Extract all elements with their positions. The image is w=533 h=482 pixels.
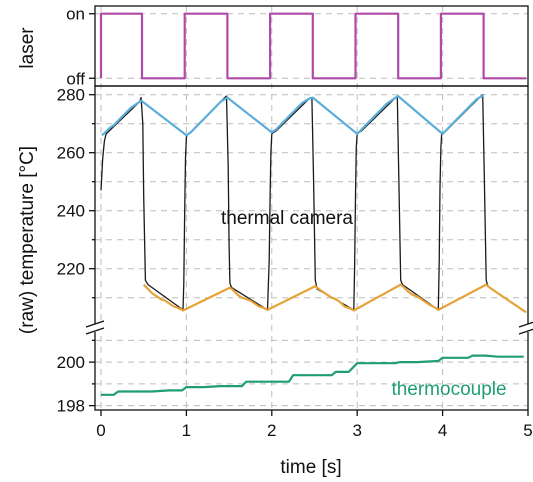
laser-y-tick-label: on: [66, 5, 85, 24]
laser-axis-label: laser: [17, 27, 38, 69]
laser-y-tick-label: off: [66, 69, 85, 88]
temperature-axis-label: (raw) temperature [°C]: [17, 146, 38, 334]
thermal-panel-frame: [94, 85, 529, 411]
thermal-series-line-0: [100, 94, 489, 311]
axis-break-right: [518, 321, 533, 335]
tick-layer: 0 1 2 3 4 5 off on 220 240 260 280 198 200: [57, 5, 533, 440]
thermal-y-tick-label: 240: [57, 202, 85, 221]
thermal-y-tick-label: 220: [57, 260, 85, 279]
thermocouple-y-tick-label: 198: [57, 397, 85, 416]
x-tick-label: 1: [182, 421, 191, 440]
time-axis-label: time [s]: [280, 457, 341, 478]
thermocouple-y-tick-label: 200: [57, 353, 85, 372]
thermal-series-line-2: [142, 283, 527, 314]
series-layer: [99, 12, 527, 396]
x-tick-label: 5: [523, 421, 532, 440]
x-tick-label: 2: [267, 421, 276, 440]
thermal-y-tick-label: 260: [57, 144, 85, 163]
axis-break-left: [85, 320, 105, 335]
thermocouple-annotation: thermocouple: [391, 379, 506, 400]
x-tick-label: 3: [352, 421, 361, 440]
x-tick-label: 0: [96, 421, 105, 440]
thermal-camera-annotation: thermal camera: [221, 208, 353, 229]
thermal-y-tick-label: 280: [57, 86, 85, 105]
thermal-series-line-1: [101, 94, 485, 137]
thermocouple-series-line-0: [101, 354, 524, 396]
laser-series-line-0: [99, 12, 527, 80]
x-tick-label: 4: [438, 421, 447, 440]
laser-panel-frame: [94, 5, 529, 87]
